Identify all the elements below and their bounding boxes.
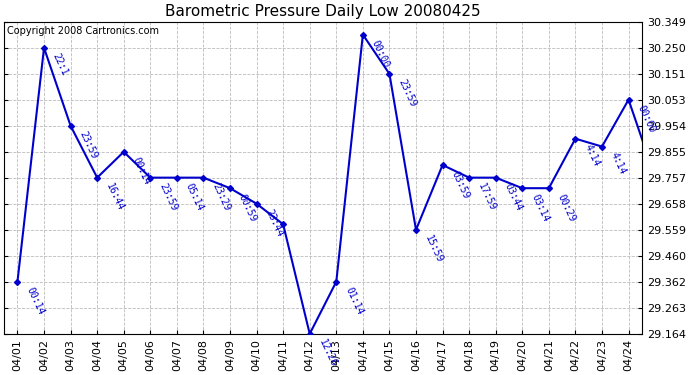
Text: 00:14: 00:14 <box>130 156 152 187</box>
Text: 15:59: 15:59 <box>423 234 444 265</box>
Text: 05:14: 05:14 <box>184 182 206 213</box>
Text: 23:59: 23:59 <box>396 78 418 109</box>
Text: 03:59: 03:59 <box>449 169 471 200</box>
Text: 23:29: 23:29 <box>210 182 232 213</box>
Text: 01:14: 01:14 <box>343 286 365 317</box>
Text: 16:44: 16:44 <box>104 182 126 213</box>
Text: 23:59: 23:59 <box>77 130 99 161</box>
Text: 23:44: 23:44 <box>264 208 285 239</box>
Text: 03:14: 03:14 <box>529 192 551 223</box>
Text: 4:14: 4:14 <box>582 143 602 168</box>
Text: 00:59: 00:59 <box>237 192 259 223</box>
Text: 23:59: 23:59 <box>0 374 1 375</box>
Text: 00:14: 00:14 <box>24 286 46 317</box>
Title: Barometric Pressure Daily Low 20080425: Barometric Pressure Daily Low 20080425 <box>165 4 481 19</box>
Text: 00:00: 00:00 <box>370 39 391 70</box>
Text: 22:1: 22:1 <box>51 52 70 78</box>
Text: 23:59: 23:59 <box>157 182 179 213</box>
Text: 00:00: 00:00 <box>635 104 657 135</box>
Text: 12:26: 12:26 <box>317 338 338 369</box>
Text: 17:59: 17:59 <box>476 182 497 213</box>
Text: 00:29: 00:29 <box>556 192 578 223</box>
Text: 03:44: 03:44 <box>502 182 524 213</box>
Text: 4:14: 4:14 <box>609 151 628 176</box>
Text: Copyright 2008 Cartronics.com: Copyright 2008 Cartronics.com <box>8 26 159 36</box>
